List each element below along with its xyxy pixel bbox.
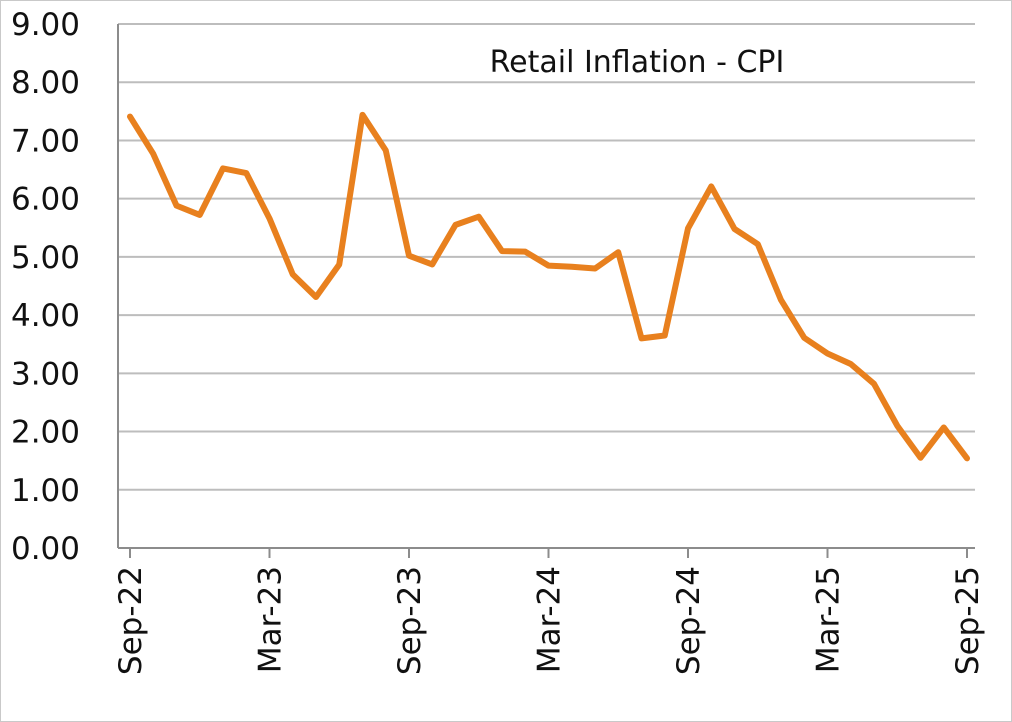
y-tick-label: 0.00 [11, 531, 80, 567]
data-point-jul-24 [639, 335, 645, 341]
gridlines [118, 23, 975, 491]
data-point-jan-24 [499, 248, 505, 254]
data-point-may-23 [313, 294, 319, 300]
data-point-dec-23 [476, 214, 482, 220]
data-point-jan-25 [778, 297, 784, 303]
x-tick-labels: Sep-22 Mar-23 Sep-23 Mar-24 Sep-24 Mar-25 Sep-… [113, 566, 986, 675]
data-point-aug-24 [662, 332, 668, 338]
data-point-jan-23 [220, 165, 226, 171]
data-point-feb-24 [522, 249, 528, 255]
data-point-jun-24 [615, 249, 621, 255]
data-point-jun-23 [336, 261, 342, 267]
data-point-mar-25 [825, 351, 831, 357]
y-tick-labels: 0.00 1.00 2.00 3.00 4.00 5.00 6.00 7.00 8.00 9.00 [11, 7, 80, 567]
cpi-series-line [127, 111, 970, 462]
y-tick-label: 5.00 [11, 240, 80, 276]
y-tick-label: 2.00 [11, 415, 80, 451]
data-point-oct-22 [150, 151, 156, 157]
data-point-sep-22 [127, 114, 133, 120]
axes [117, 24, 975, 558]
data-point-nov-24 [732, 226, 738, 232]
data-point-nov-22 [174, 203, 180, 209]
chart-title: Retail Inflation - CPI [490, 45, 785, 80]
x-tick-label: Sep-23 [392, 566, 428, 675]
x-tick-label: Mar-25 [811, 566, 847, 673]
data-point-may-24 [592, 266, 598, 272]
data-point-jun-25 [894, 423, 900, 429]
data-point-apr-23 [290, 271, 296, 277]
data-point-may-25 [871, 381, 877, 387]
data-point-sep-23 [406, 253, 412, 259]
y-tick-label: 8.00 [11, 65, 80, 101]
series-layer [127, 111, 970, 462]
data-point-aug-25 [941, 424, 947, 430]
data-point-nov-23 [453, 222, 459, 228]
data-point-oct-24 [708, 183, 714, 189]
data-point-mar-23 [267, 215, 273, 221]
y-tick-label: 9.00 [11, 7, 80, 43]
data-point-dec-22 [197, 212, 203, 218]
data-point-apr-24 [569, 264, 575, 270]
x-tick-label: Sep-22 [113, 566, 149, 675]
x-tick-label: Sep-24 [671, 566, 707, 675]
y-tick-label: 7.00 [11, 123, 80, 159]
y-tick-label: 3.00 [11, 356, 80, 392]
x-tick-label: Mar-23 [253, 566, 289, 673]
y-tick-label: 6.00 [11, 182, 80, 218]
x-tick-label: Mar-24 [532, 566, 568, 673]
x-tick-label: Sep-25 [950, 566, 986, 675]
data-point-jul-25 [918, 455, 924, 461]
data-point-sep-25 [964, 455, 970, 461]
data-point-dec-24 [755, 241, 761, 247]
data-point-mar-24 [546, 263, 552, 269]
data-point-aug-23 [383, 147, 389, 153]
data-point-oct-23 [429, 261, 435, 267]
y-tick-label: 1.00 [11, 473, 80, 509]
data-point-sep-24 [685, 225, 691, 231]
y-tick-label: 4.00 [11, 298, 80, 334]
data-point-jul-23 [360, 112, 366, 118]
data-point-feb-25 [801, 335, 807, 341]
data-point-feb-23 [243, 170, 249, 176]
data-point-apr-25 [848, 361, 854, 367]
